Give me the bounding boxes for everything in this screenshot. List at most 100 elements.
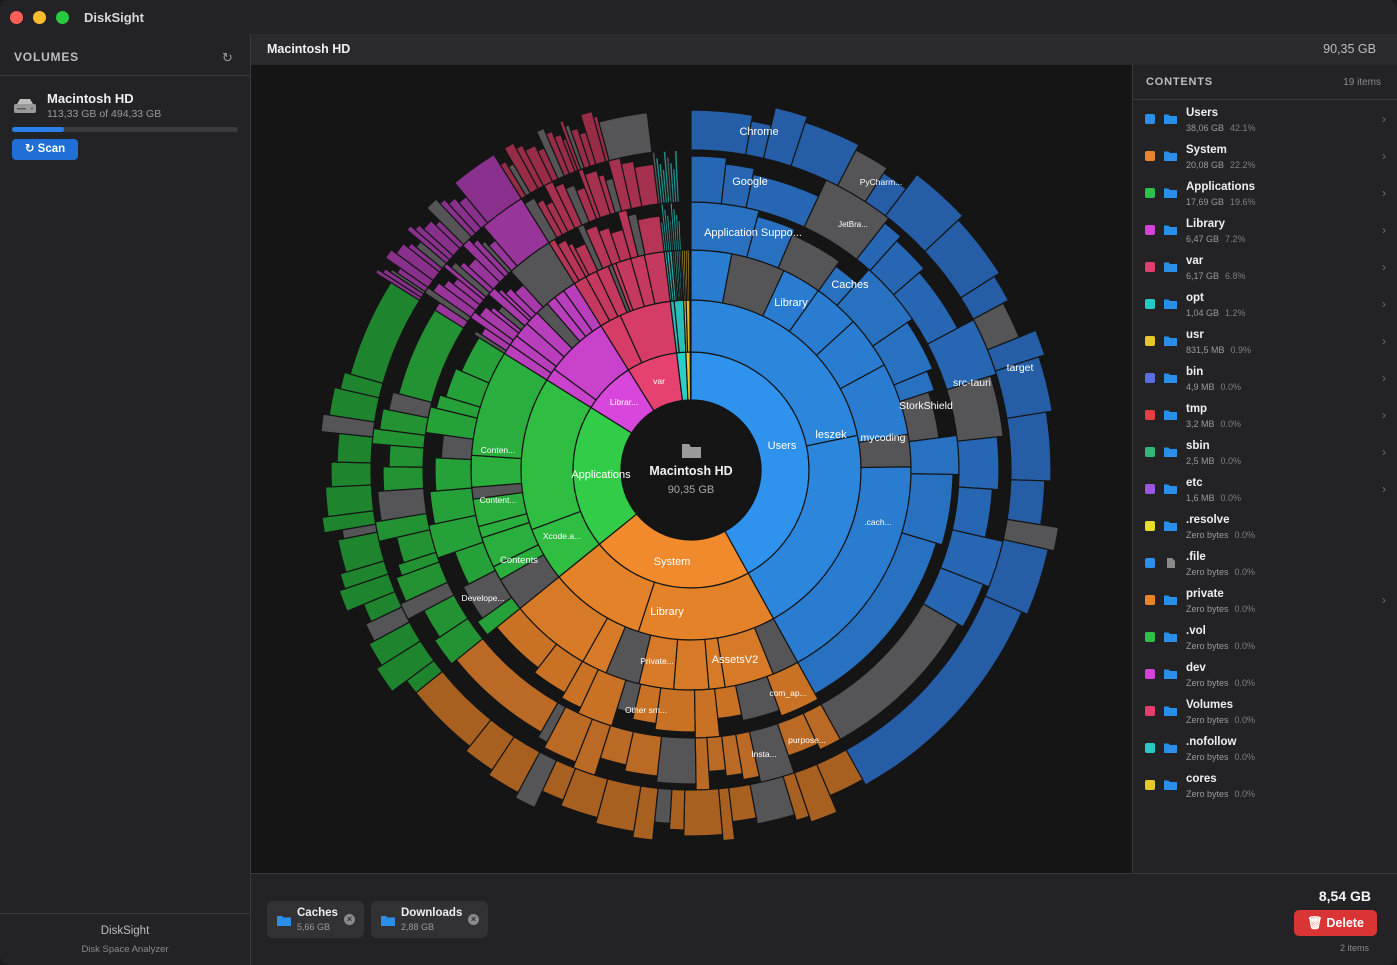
main-header: Macintosh HD 90,35 GB (251, 34, 1397, 65)
sunburst-segment-applications[interactable] (324, 484, 375, 518)
sunburst-segment-applications[interactable] (336, 432, 374, 464)
selection-chip[interactable]: Downloads 2,88 GB × (371, 901, 488, 938)
item-percent: 0.0% (1220, 456, 1242, 466)
remove-chip-icon[interactable]: × (344, 914, 355, 925)
chevron-right-icon[interactable]: › (1382, 223, 1386, 237)
contents-row[interactable]: tmp 3,2 MB 0.0% › (1133, 399, 1397, 436)
item-percent: 0.0% (1234, 715, 1256, 725)
segment-label-assetsv2: AssetsV2 (712, 654, 758, 666)
center-title: Macintosh HD (649, 464, 732, 478)
contents-row[interactable]: Applications 17,69 GB 19.6% › (1133, 177, 1397, 214)
segment-label-system-library: Library (650, 606, 684, 618)
sunburst-segment-applications[interactable] (330, 461, 372, 488)
contents-row[interactable]: .file Zero bytes 0.0% (1133, 547, 1397, 584)
sunburst-segment-users[interactable] (956, 436, 1000, 491)
folder-icon (1164, 336, 1177, 346)
color-swatch (1145, 225, 1155, 235)
contents-row[interactable]: bin 4,9 MB 0.0% › (1133, 362, 1397, 399)
sunburst-segment-opt[interactable] (673, 149, 680, 203)
chevron-right-icon[interactable]: › (1382, 149, 1386, 163)
contents-row[interactable]: .vol Zero bytes 0.0% (1133, 621, 1397, 658)
sunburst-segment-usr[interactable] (686, 249, 691, 301)
contents-row[interactable]: cores Zero bytes 0.0% (1133, 769, 1397, 806)
chevron-right-icon[interactable]: › (1382, 112, 1386, 126)
sunburst-segment-applications[interactable] (388, 444, 425, 468)
contents-row[interactable]: etc 1,6 MB 0.0% › (1133, 473, 1397, 510)
center-circle[interactable] (623, 402, 759, 538)
contents-row[interactable]: Volumes Zero bytes 0.0% (1133, 695, 1397, 732)
sunburst-segment-system[interactable] (672, 638, 710, 691)
chevron-right-icon[interactable]: › (1382, 445, 1386, 459)
contents-row[interactable]: .nofollow Zero bytes 0.0% (1133, 732, 1397, 769)
contents-row[interactable]: Library 6,47 GB 7.2% › (1133, 214, 1397, 251)
chevron-right-icon[interactable]: › (1382, 371, 1386, 385)
chevron-right-icon[interactable]: › (1382, 334, 1386, 348)
item-percent: 0.0% (1220, 419, 1242, 429)
item-name: cores (1186, 773, 1217, 785)
chevron-right-icon[interactable]: › (1382, 297, 1386, 311)
contents-row[interactable]: dev Zero bytes 0.0% (1133, 658, 1397, 695)
sunburst-segment-users[interactable] (1006, 411, 1052, 482)
volume-usage: 113,33 GB of 494,33 GB (47, 108, 162, 120)
sunburst-segment-system[interactable] (693, 688, 721, 739)
sunburst-segment-system[interactable] (655, 735, 697, 785)
item-percent: 0.0% (1234, 530, 1256, 540)
sunburst-segment-users[interactable] (908, 434, 960, 476)
item-size: 17,69 GB 19.6% (1186, 197, 1256, 207)
scan-button[interactable]: ↻ Scan (12, 139, 78, 160)
sunburst-segment-system[interactable] (706, 735, 727, 773)
color-swatch (1145, 632, 1155, 642)
selection-chip[interactable]: Caches 5,66 GB × (267, 901, 364, 938)
sunburst-segment-applications[interactable] (382, 466, 425, 492)
item-percent: 42.1% (1230, 123, 1256, 133)
remove-chip-icon[interactable]: × (468, 914, 479, 925)
contents-row[interactable]: Users 38,06 GB 42.1% › (1133, 103, 1397, 140)
folder-icon (1164, 373, 1177, 383)
volume-name[interactable]: Macintosh HD (47, 91, 134, 106)
item-percent: 0.0% (1234, 752, 1256, 762)
item-name: Library (1186, 218, 1225, 230)
contents-row[interactable]: System 20,08 GB 22.2% › (1133, 140, 1397, 177)
delete-button[interactable]: 🗑 Delete (1294, 910, 1377, 936)
contents-row[interactable]: private Zero bytes 0.0% › (1133, 584, 1397, 621)
contents-row[interactable]: .resolve Zero bytes 0.0% (1133, 510, 1397, 547)
sunburst-segment-applications[interactable] (470, 454, 523, 488)
refresh-icon[interactable]: ↻ (222, 50, 233, 65)
contents-row[interactable]: opt 1,04 GB 1.2% › (1133, 288, 1397, 325)
contents-row[interactable]: usr 831,5 MB 0.9% › (1133, 325, 1397, 362)
zoom-window-button[interactable] (56, 11, 69, 24)
sunburst-segment-users[interactable] (690, 155, 728, 205)
item-name: .file (1186, 551, 1206, 563)
divider (1133, 99, 1397, 100)
chevron-right-icon[interactable]: › (1382, 408, 1386, 422)
color-swatch (1145, 521, 1155, 531)
minimize-window-button[interactable] (33, 11, 46, 24)
item-size: 20,08 GB 22.2% (1186, 160, 1256, 170)
close-window-button[interactable] (10, 11, 23, 24)
sunburst-segment-users[interactable] (951, 486, 994, 539)
sunburst-segment-applications[interactable] (434, 457, 473, 492)
contents-row[interactable]: var 6,17 GB 6.8% › (1133, 251, 1397, 288)
chevron-right-icon[interactable]: › (1382, 186, 1386, 200)
segment-label-library: Library (774, 297, 808, 309)
sunburst-segment-system[interactable] (683, 788, 724, 837)
folder-icon (1164, 410, 1177, 420)
chevron-right-icon[interactable]: › (1382, 482, 1386, 496)
sunburst-chart[interactable]: Macintosh HD 90,35 GB Users leszek Libra… (251, 65, 1132, 873)
segment-label-pycharm: PyCharm... (860, 177, 903, 187)
sunburst-segment-system[interactable] (694, 736, 711, 791)
sunburst-segment-var[interactable] (598, 112, 653, 162)
divider (0, 913, 250, 914)
trash-icon: 🗑 (1307, 916, 1327, 930)
center-size: 90,35 GB (668, 484, 714, 496)
sunburst-segment-users[interactable] (1006, 479, 1046, 526)
folder-icon (1164, 595, 1177, 605)
folder-icon (1164, 780, 1177, 790)
sunburst-chart-area: Macintosh HD 90,35 GB Users leszek Libra… (251, 65, 1132, 873)
contents-row[interactable]: sbin 2,5 MB 0.0% › (1133, 436, 1397, 473)
item-name: System (1186, 144, 1227, 156)
scan-icon: ↻ (24, 143, 38, 155)
chevron-right-icon[interactable]: › (1382, 593, 1386, 607)
chevron-right-icon[interactable]: › (1382, 260, 1386, 274)
item-name: Applications (1186, 181, 1256, 193)
